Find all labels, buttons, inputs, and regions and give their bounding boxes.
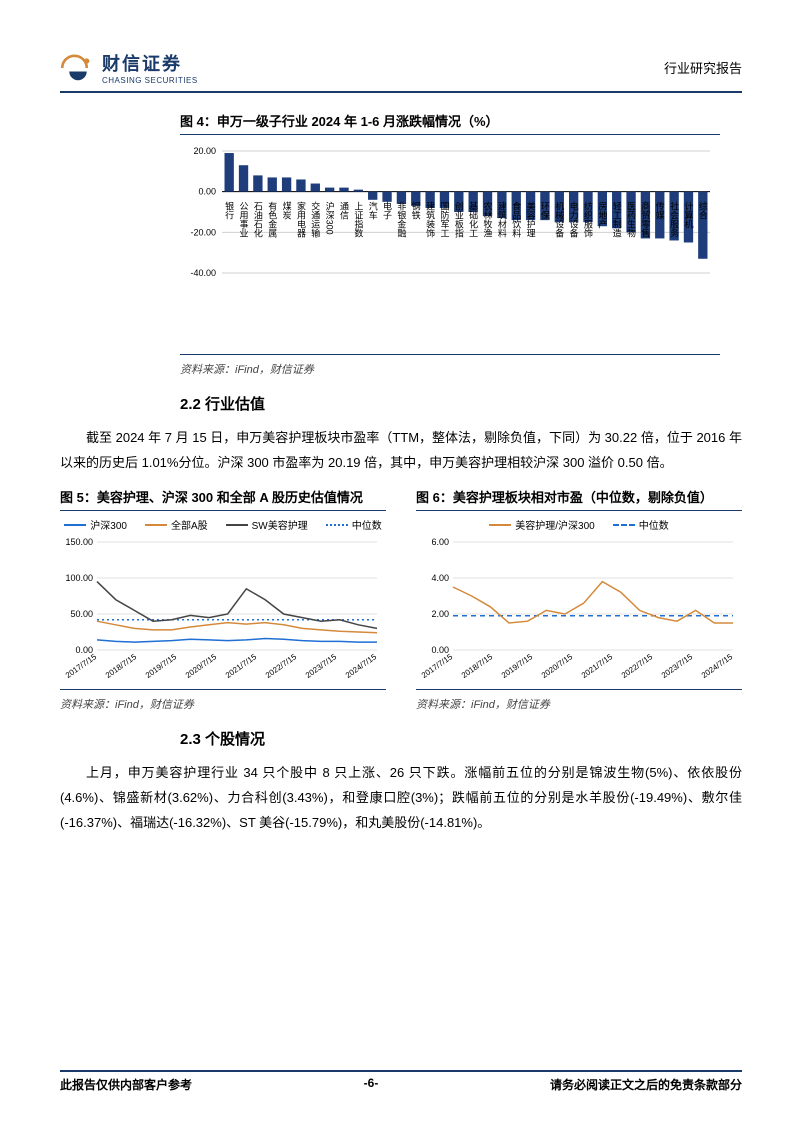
footer-rule (60, 1070, 742, 1072)
svg-text:20.00: 20.00 (193, 146, 216, 156)
svg-text:家用电器: 家用电器 (296, 201, 306, 238)
svg-text:煤炭: 煤炭 (282, 201, 292, 221)
svg-text:非银金融: 非银金融 (396, 201, 406, 239)
svg-text:2017/7/15: 2017/7/15 (64, 652, 99, 680)
svg-text:传媒: 传媒 (655, 201, 665, 221)
fig5-rule (60, 510, 386, 511)
fig4-title: 图 4：申万一级子行业 2024 年 1-6 月涨跌幅情况（%） (180, 111, 720, 130)
fig5-source: 资料来源：iFind，财信证券 (60, 696, 386, 712)
fig4-source: 资料来源：iFind，财信证券 (180, 361, 720, 377)
svg-text:商贸零售: 商贸零售 (640, 201, 650, 239)
svg-text:2023/7/15: 2023/7/15 (660, 652, 695, 680)
svg-text:轻工制造: 轻工制造 (612, 201, 622, 239)
fig6-title: 图 6：美容护理板块相对市盈（中位数，剔除负值） (416, 487, 742, 506)
svg-text:150.00: 150.00 (65, 537, 93, 547)
page-header: 财信证券 CHASING SECURITIES 行业研究报告 (60, 50, 742, 85)
svg-text:综合: 综合 (698, 201, 708, 221)
svg-text:环保: 环保 (540, 202, 550, 221)
header-rule (60, 91, 742, 93)
svg-text:2022/7/15: 2022/7/15 (620, 652, 655, 680)
section-2-2-heading: 2.2 行业估值 (180, 393, 742, 414)
svg-text:有色金属: 有色金属 (267, 201, 277, 239)
svg-text:100.00: 100.00 (65, 573, 93, 583)
svg-text:2020/7/15: 2020/7/15 (184, 652, 219, 680)
company-logo-icon (60, 54, 96, 82)
svg-text:建筑装饰: 建筑装饰 (425, 201, 435, 239)
footer-left: 此报告仅供内部客户参考 (60, 1076, 192, 1093)
fig6-legend: 美容护理/沪深300中位数 (416, 517, 742, 532)
fig6-rule (416, 510, 742, 511)
svg-text:通信: 通信 (339, 202, 349, 221)
section-2-3-text: 上月，申万美容护理行业 34 只个股中 8 只上涨、26 只下跌。涨幅前五位的分… (60, 761, 742, 835)
svg-text:纺织服饰: 纺织服饰 (583, 201, 593, 239)
fig4-rule-bottom (180, 354, 720, 355)
fig5-rule-bottom (60, 689, 386, 690)
svg-text:公用事业: 公用事业 (239, 202, 249, 238)
svg-text:2018/7/15: 2018/7/15 (104, 652, 139, 680)
svg-text:基础化工: 基础化工 (468, 201, 478, 238)
svg-text:2024/7/15: 2024/7/15 (344, 652, 379, 680)
svg-text:汽车: 汽车 (368, 201, 378, 221)
svg-text:美容护理: 美容护理 (526, 201, 536, 238)
svg-text:食品饮料: 食品饮料 (511, 201, 521, 239)
svg-text:银行: 银行 (224, 201, 234, 221)
svg-text:2022/7/15: 2022/7/15 (264, 652, 299, 680)
svg-text:农林牧渔: 农林牧渔 (483, 201, 493, 238)
svg-text:2019/7/15: 2019/7/15 (144, 652, 179, 680)
svg-text:石油石化: 石油石化 (253, 202, 263, 239)
section-2-2-text: 截至 2024 年 7 月 15 日，申万美容护理板块市盈率（TTM，整体法，剔… (60, 426, 742, 475)
logo-block: 财信证券 CHASING SECURITIES (60, 50, 198, 85)
svg-text:2020/7/15: 2020/7/15 (540, 652, 575, 680)
svg-text:机械设备: 机械设备 (554, 201, 564, 238)
svg-text:电子: 电子 (382, 201, 392, 220)
svg-text:2021/7/15: 2021/7/15 (580, 652, 615, 680)
svg-text:创业板指: 创业板指 (454, 201, 464, 239)
svg-text:-40.00: -40.00 (190, 268, 216, 278)
page-footer: 此报告仅供内部客户参考 -6- 请务必阅读正文之后的免责条款部分 (60, 1070, 742, 1093)
svg-text:2024/7/15: 2024/7/15 (700, 652, 735, 680)
svg-text:50.00: 50.00 (70, 609, 93, 619)
svg-text:计算机: 计算机 (683, 201, 693, 230)
svg-text:2.00: 2.00 (431, 609, 449, 619)
header-right-text: 行业研究报告 (664, 58, 742, 77)
logo-text-en: CHASING SECURITIES (102, 76, 198, 85)
fig4-chart: -40.00 -20.00 0.00 20.00 银行公用事业石油石化有色金属煤炭家用电… (180, 141, 720, 351)
svg-text:电力设备: 电力设备 (569, 201, 579, 238)
fig6-chart: 0.002.004.006.002017/7/152018/7/152019/7… (416, 536, 742, 686)
svg-text:6.00: 6.00 (431, 537, 449, 547)
svg-text:4.00: 4.00 (431, 573, 449, 583)
svg-text:医药生物: 医药生物 (626, 202, 636, 239)
svg-text:交通运输: 交通运输 (310, 201, 320, 239)
svg-text:国防军工: 国防军工 (439, 202, 449, 238)
svg-text:2019/7/15: 2019/7/15 (500, 652, 535, 680)
svg-text:沪深300: 沪深300 (325, 201, 335, 235)
svg-text:2018/7/15: 2018/7/15 (460, 652, 495, 680)
svg-text:2021/7/15: 2021/7/15 (224, 652, 259, 680)
svg-text:-20.00: -20.00 (190, 227, 216, 237)
svg-text:2017/7/15: 2017/7/15 (420, 652, 455, 680)
fig5-title: 图 5：美容护理、沪深 300 和全部 A 股历史估值情况 (60, 487, 386, 506)
svg-text:钢铁: 钢铁 (411, 201, 421, 221)
footer-center: -6- (364, 1076, 379, 1093)
fig5-legend: 沪深300全部A股SW美容护理中位数 (60, 517, 386, 532)
logo-text-cn: 财信证券 (102, 50, 198, 76)
svg-text:2023/7/15: 2023/7/15 (304, 652, 339, 680)
fig4-rule (180, 134, 720, 135)
svg-text:上证指数: 上证指数 (353, 202, 363, 239)
section-2-3-heading: 2.3 个股情况 (180, 728, 742, 749)
fig6-source: 资料来源：iFind，财信证券 (416, 696, 742, 712)
fig6-rule-bottom (416, 689, 742, 690)
svg-text:房地产: 房地产 (597, 201, 607, 230)
footer-right: 请务必阅读正文之后的免责条款部分 (550, 1076, 742, 1093)
svg-text:社会服务: 社会服务 (669, 201, 679, 239)
svg-text:建筑材料: 建筑材料 (497, 201, 507, 239)
fig5-chart: 0.0050.00100.00150.002017/7/152018/7/152… (60, 536, 386, 686)
svg-text:0.00: 0.00 (198, 187, 216, 197)
